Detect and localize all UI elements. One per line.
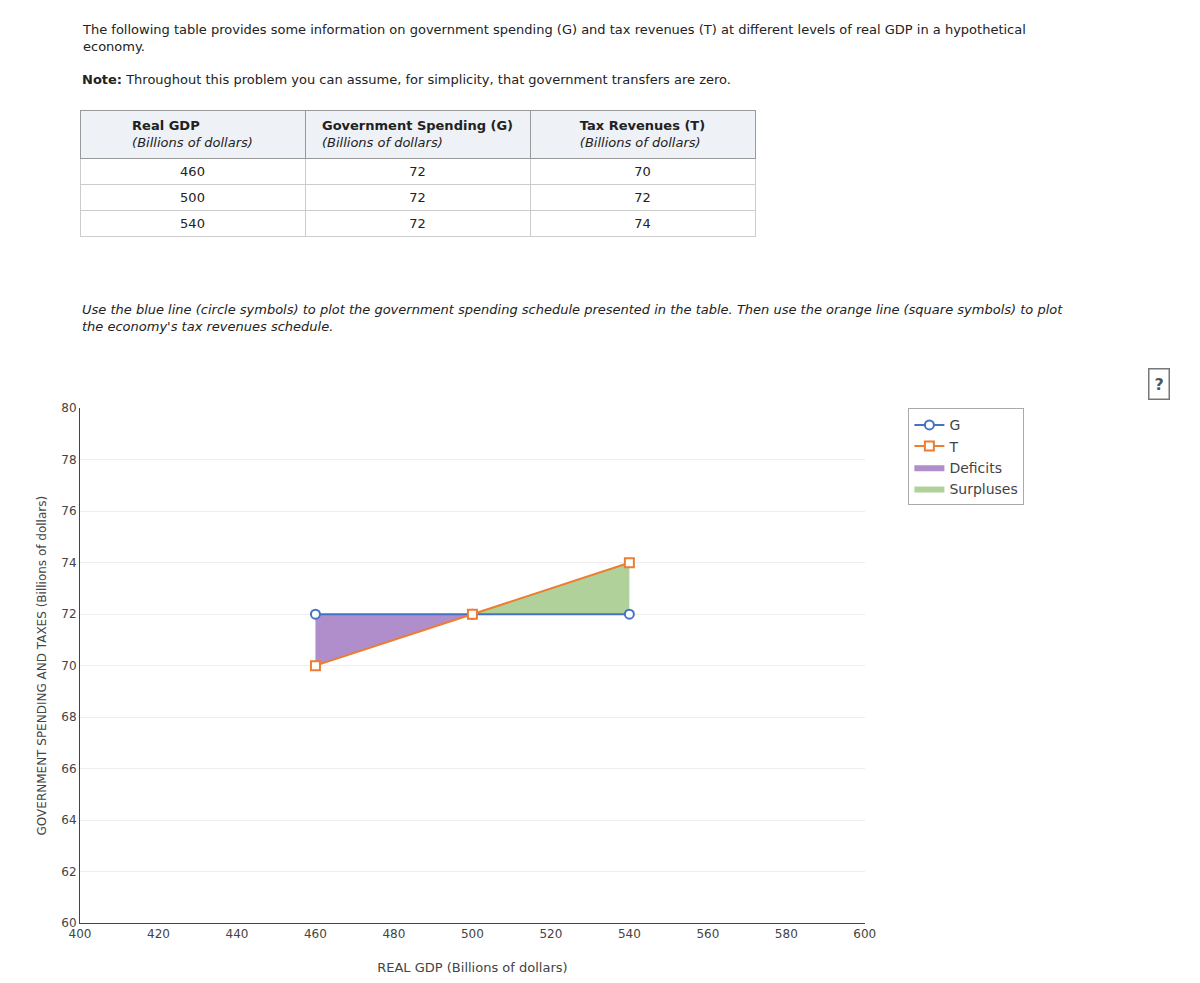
svg-text:74: 74 (634, 216, 651, 231)
svg-text:80: 80 (61, 401, 76, 415)
svg-text:74: 74 (61, 556, 76, 570)
svg-text:Use the blue line (circle symb: Use the blue line (circle symbols) to pl… (82, 302, 1063, 334)
svg-text:560: 560 (696, 927, 719, 941)
svg-text:520: 520 (539, 927, 562, 941)
svg-text:540: 540 (618, 927, 641, 941)
svg-text:70: 70 (61, 659, 76, 673)
svg-text:480: 480 (382, 927, 405, 941)
svg-text:68: 68 (61, 710, 76, 724)
svg-text:Surpluses: Surpluses (949, 481, 1017, 497)
svg-text:72: 72 (409, 190, 426, 205)
svg-text:72: 72 (634, 190, 651, 205)
svg-text:Note: Throughout this problem: Note: Throughout this problem you can as… (82, 72, 731, 87)
svg-text:T: T (948, 439, 958, 455)
svg-text:The following table provides s: The following table provides some inform… (82, 22, 1026, 54)
svg-text:Tax Revenues (T)(Billions of d: Tax Revenues (T)(Billions of dollars) (580, 118, 705, 150)
svg-text:G: G (949, 417, 960, 433)
svg-text:400: 400 (69, 927, 92, 941)
svg-text:Deficits: Deficits (949, 460, 1002, 476)
svg-text:500: 500 (180, 190, 205, 205)
svg-text:72: 72 (409, 216, 426, 231)
svg-text:72: 72 (61, 607, 76, 621)
svg-text:REAL GDP (Billions of dollars): REAL GDP (Billions of dollars) (377, 960, 567, 975)
svg-text:72: 72 (409, 164, 426, 179)
svg-text:?: ? (1155, 375, 1164, 394)
svg-text:70: 70 (634, 164, 651, 179)
svg-text:460: 460 (180, 164, 205, 179)
svg-text:Real GDP(Billions of dollars): Real GDP(Billions of dollars) (132, 118, 253, 150)
svg-text:600: 600 (853, 927, 876, 941)
svg-text:60: 60 (61, 916, 76, 930)
svg-text:64: 64 (61, 813, 76, 827)
svg-text:GOVERNMENT SPENDING AND TAXES: GOVERNMENT SPENDING AND TAXES (Billions … (35, 496, 49, 836)
svg-text:540: 540 (180, 216, 205, 231)
svg-text:76: 76 (61, 504, 76, 518)
svg-text:66: 66 (61, 762, 76, 776)
svg-text:Government Spending (G)(Billio: Government Spending (G)(Billions of doll… (322, 118, 513, 150)
svg-text:440: 440 (226, 927, 249, 941)
svg-text:500: 500 (461, 927, 484, 941)
svg-text:62: 62 (61, 865, 76, 879)
svg-text:420: 420 (147, 927, 170, 941)
svg-text:580: 580 (775, 927, 798, 941)
svg-text:460: 460 (304, 927, 327, 941)
svg-text:78: 78 (61, 453, 76, 467)
